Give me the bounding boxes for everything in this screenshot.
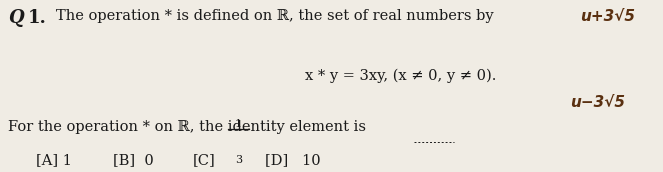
Text: x * y = 3xy, (x ≠ 0, y ≠ 0).: x * y = 3xy, (x ≠ 0, y ≠ 0). bbox=[305, 69, 497, 83]
Text: 1: 1 bbox=[235, 119, 242, 129]
Text: [A] 1: [A] 1 bbox=[36, 153, 72, 167]
Text: 3: 3 bbox=[235, 155, 242, 165]
Text: [D]   10: [D] 10 bbox=[265, 153, 321, 167]
Text: u−3√5: u−3√5 bbox=[570, 95, 625, 110]
Text: For the operation * on ℝ, the identity element is: For the operation * on ℝ, the identity e… bbox=[8, 120, 366, 134]
Text: [C]: [C] bbox=[192, 153, 215, 167]
Text: [B]  0: [B] 0 bbox=[113, 153, 153, 167]
Text: The operation * is defined on ℝ, the set of real numbers by: The operation * is defined on ℝ, the set… bbox=[56, 9, 494, 23]
Text: Q: Q bbox=[8, 9, 24, 27]
Text: u+3√5: u+3√5 bbox=[580, 9, 635, 24]
Text: 1.: 1. bbox=[28, 9, 46, 27]
